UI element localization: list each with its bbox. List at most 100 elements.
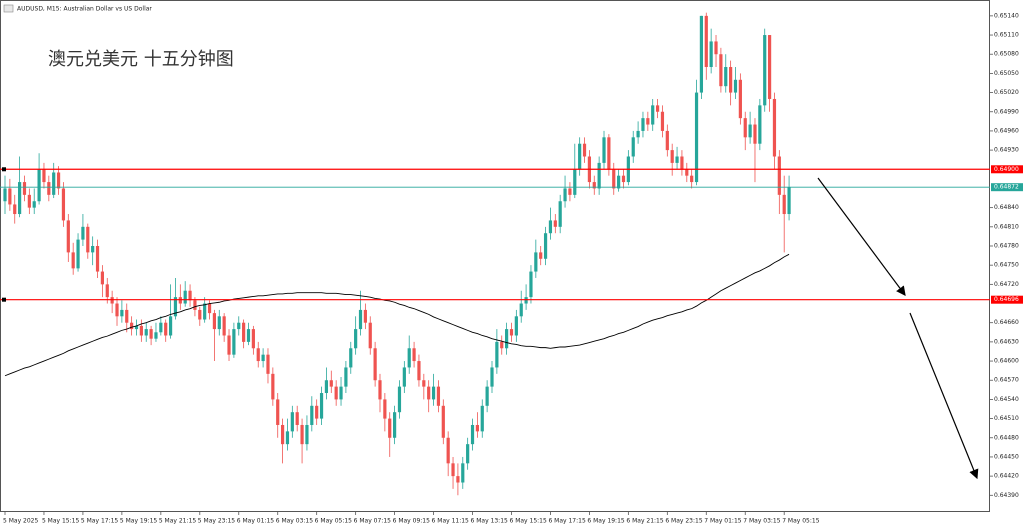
x-tick-label: 7 May 05:15 — [782, 518, 820, 525]
candle-body — [242, 322, 246, 342]
chart-title: 澳元兑美元 十五分钟图 — [48, 49, 234, 70]
candle-body — [368, 322, 372, 349]
candle-body — [144, 329, 148, 336]
candle-body — [18, 182, 22, 215]
line-anchor — [2, 167, 6, 172]
y-tick-label: 0.64780 — [994, 242, 1019, 249]
arrow — [817, 177, 906, 296]
candle-body — [646, 118, 650, 125]
price-label: 0.64696 — [994, 296, 1019, 303]
candle-body — [660, 111, 665, 131]
candle-body — [354, 329, 358, 349]
candle-body — [422, 380, 426, 387]
candle-body — [251, 329, 255, 349]
candle-body — [154, 332, 158, 339]
candle-body — [617, 175, 621, 189]
y-tick-label: 0.64840 — [994, 204, 1019, 211]
candle-body — [227, 335, 231, 355]
candle-body — [105, 284, 109, 298]
x-tick-label: 6 May 19:15 — [587, 518, 625, 525]
candle-body — [349, 348, 353, 368]
candle-body — [690, 175, 694, 183]
y-tick-label: 0.64480 — [994, 434, 1019, 441]
candle-body — [276, 399, 280, 425]
candle-body — [139, 325, 143, 336]
candle-body — [509, 329, 514, 336]
x-tick-label: 6 May 01:15 — [237, 518, 275, 525]
y-tick-label: 0.64930 — [994, 147, 1019, 154]
candle-body — [685, 169, 689, 176]
candle-body — [363, 309, 367, 323]
y-tick-label: 0.64660 — [994, 319, 1019, 326]
candle-body — [753, 124, 757, 144]
candle-body — [548, 220, 553, 234]
candle-body — [91, 245, 95, 253]
candle-body — [724, 67, 728, 87]
candle-body — [709, 41, 713, 68]
candle-body — [592, 182, 596, 189]
candle-body — [397, 386, 402, 413]
candle-body — [529, 271, 533, 298]
y-tick-label: 0.65050 — [994, 70, 1019, 77]
candle-body — [558, 201, 562, 227]
candle-body — [699, 15, 704, 93]
candle-body — [27, 194, 31, 208]
candle-body — [738, 79, 742, 119]
x-tick-label: 6 May 09:15 — [393, 518, 431, 525]
candle-body — [344, 367, 348, 387]
candle-body — [295, 412, 299, 425]
candle-body — [514, 316, 518, 336]
x-tick-label: 6 May 05:15 — [315, 518, 353, 525]
candle-body — [733, 79, 738, 93]
candle-body — [631, 137, 635, 157]
candle-body — [271, 373, 275, 400]
candle-body — [651, 105, 655, 125]
candle-body — [100, 271, 104, 285]
candle-body — [767, 35, 772, 99]
candle-body — [582, 143, 587, 157]
candle-body — [402, 367, 406, 387]
y-tick-label: 0.65140 — [994, 12, 1019, 19]
candle-body — [466, 444, 470, 464]
candle-body — [246, 329, 251, 342]
candle-body — [334, 386, 338, 400]
candle-body — [500, 341, 504, 349]
y-tick-label: 0.64450 — [994, 453, 1019, 460]
candle-body — [539, 252, 543, 259]
candle-body — [305, 424, 309, 445]
candle-body — [597, 162, 601, 189]
candle-body — [534, 252, 538, 272]
candle-body — [787, 187, 791, 215]
x-tick-label: 7 May 01:15 — [704, 518, 742, 525]
y-tick-label: 0.64600 — [994, 358, 1019, 365]
candle-body — [280, 424, 285, 445]
candle-body — [358, 309, 363, 330]
candle-body — [407, 348, 411, 368]
candle-body — [431, 386, 436, 400]
axes: 0.65140 0.65110 0.65080 0.65050 0.65020 0.649… — [3, 12, 1019, 524]
window-title: AUDUSD, M15: Australian Dollar vs US Dol… — [17, 6, 152, 13]
candle-body — [383, 399, 387, 419]
candle-body — [159, 322, 163, 333]
candle-body — [578, 143, 582, 170]
y-tick-label: 0.64630 — [994, 338, 1019, 345]
candle-body — [290, 412, 294, 432]
moving-average — [4, 253, 790, 377]
candle-body — [134, 325, 139, 330]
candle-body — [714, 41, 718, 55]
candle-body — [495, 341, 499, 368]
candle-body — [446, 437, 450, 464]
candle-body — [261, 354, 265, 362]
symbol-icon — [3, 4, 14, 13]
candle-body — [61, 188, 66, 221]
candle-body — [183, 290, 187, 304]
price-label-bg — [991, 165, 1023, 174]
candle-body — [168, 316, 173, 336]
candle-body — [3, 188, 7, 202]
candle-body — [470, 424, 475, 445]
candle-body — [675, 156, 679, 163]
x-tick-label: 5 May 17:15 — [81, 518, 119, 525]
line-anchor — [2, 297, 6, 302]
y-tick-label: 0.64960 — [994, 127, 1019, 134]
